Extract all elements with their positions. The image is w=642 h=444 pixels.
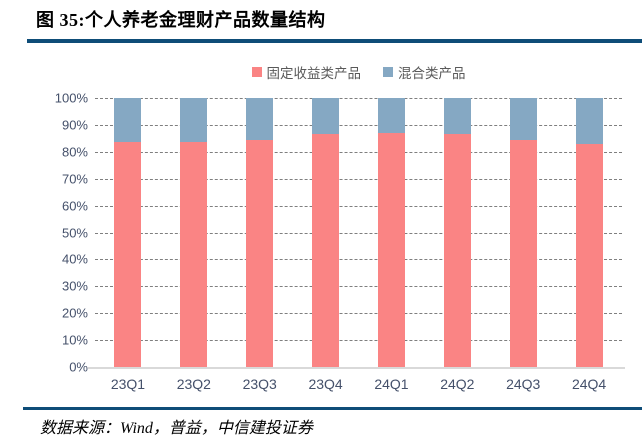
x-tick-label-23Q4: 23Q4 [308,376,343,392]
gridline-10 [95,340,622,342]
gridline-30 [95,286,622,288]
bar-24Q3-mixed [509,98,537,140]
legend-item-0: 固定收益类产品 [251,62,362,82]
bar-23Q2-fixed-income [180,142,208,367]
legend-swatch-icon [383,67,393,77]
bar-23Q1-mixed [114,98,142,143]
gridline-50 [95,232,622,234]
y-tick-label-70: 70% [61,171,88,187]
y-tick-label-40: 40% [61,251,88,267]
data-source-note: 数据来源：Wind，普益，中信建投证券 [40,420,313,437]
gridline-20 [95,313,622,315]
chart-legend: 固定收益类产品 混合类产品 [95,62,622,82]
x-tick-label-24Q1: 24Q1 [374,376,409,392]
y-tick-label-30: 30% [61,278,88,294]
x-tick-label-24Q3: 24Q3 [506,376,541,392]
bar-24Q2-fixed-income [443,134,471,367]
gridline-40 [95,259,622,261]
bar-24Q1-fixed-income [377,132,405,367]
x-tick-label-23Q3: 23Q3 [242,376,277,392]
x-tick-label-23Q2: 23Q2 [176,376,211,392]
bar-23Q3-fixed-income [246,139,274,367]
legend-swatch-icon [251,67,262,77]
title-divider-rule [27,39,642,43]
x-tick-label-24Q2: 24Q2 [440,376,475,392]
gridline-80 [95,151,622,153]
bar-23Q3-mixed [246,98,274,140]
legend-label: 混合类产品 [398,66,466,81]
gridline-100 [95,98,622,99]
bar-23Q4-mixed [312,98,340,135]
footer-divider-rule [23,407,642,410]
x-axis-line [88,367,625,369]
gridline-60 [95,205,622,207]
gridline-90 [95,124,622,126]
bar-24Q3-fixed-income [509,139,537,367]
bar-24Q4-fixed-income [575,143,603,367]
y-tick-label-10: 10% [61,332,88,348]
bar-23Q1-fixed-income [114,142,142,367]
y-tick-label-50: 50% [61,225,88,240]
y-tick-label-60: 60% [61,198,88,214]
y-tick-label-100: 100% [54,90,88,106]
stacked-bar-chart: 0% 10% 20% 30% 40% 50% 60% 70% 80% 90% 100% 23Q1 23Q… [54,90,625,392]
y-tick-label-90: 90% [61,117,88,133]
x-tick-label-24Q4: 24Q4 [571,376,607,392]
bar-23Q2-mixed [180,98,208,143]
gridline-70 [95,178,622,180]
y-tick-label-80: 80% [61,144,88,160]
bar-24Q2-mixed [443,98,471,135]
bar-24Q4-mixed [575,98,603,144]
legend-item-1: 混合类产品 [383,62,466,82]
y-tick-label-20: 20% [61,305,88,321]
figure-title: 图 35:个人养老金理财产品数量结构 [36,10,326,30]
x-tick-label-23Q1: 23Q1 [110,376,146,392]
legend-label: 固定收益类产品 [266,66,362,81]
y-tick-label-0: 0% [69,359,88,375]
bar-24Q1-mixed [377,98,405,133]
bar-23Q4-fixed-income [312,134,340,367]
